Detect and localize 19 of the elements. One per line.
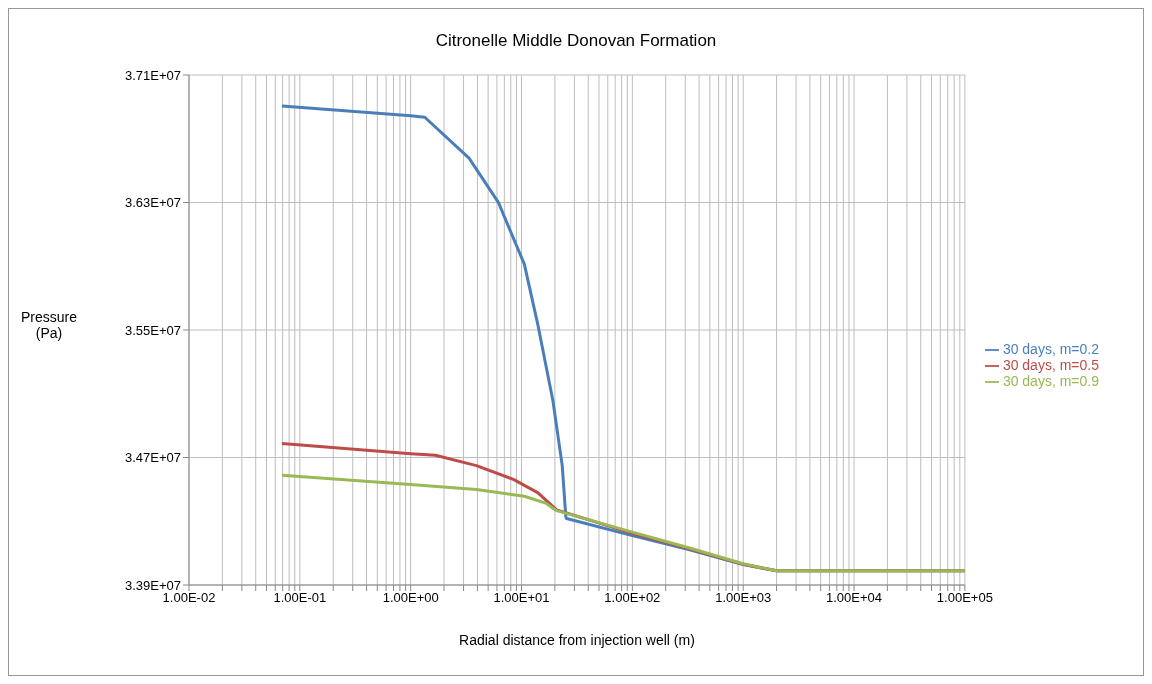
legend-label: 30 days, m=0.9	[1002, 373, 1099, 390]
x-tick-label: 1.00E-01	[273, 590, 327, 606]
x-tick-label: 1.00E-02	[162, 590, 216, 606]
chart-title: Citronelle Middle Donovan Formation	[434, 31, 718, 52]
x-tick-label: 1.00E+03	[715, 590, 772, 606]
legend-label: 30 days, m=0.2	[1002, 340, 1099, 357]
x-tick-label: 1.00E+04	[826, 590, 883, 606]
y-tick-label: 3.47E+07	[124, 450, 181, 466]
y-tick-label: 3.39E+07	[124, 577, 181, 593]
y-tick-label: 3.63E+07	[124, 195, 181, 211]
x-tick-label: 1.00E+05	[936, 590, 993, 606]
y-tick-label: 3.71E+07	[124, 67, 181, 83]
legend-label: 30 days, m=0.5	[1002, 356, 1099, 373]
y-axis-title: Pressure (Pa)	[20, 309, 78, 341]
y-tick-label: 3.55E+07	[124, 322, 181, 338]
x-axis-title: Radial distance from injection well (m)	[459, 632, 695, 648]
x-tick-label: 1.00E+00	[382, 590, 439, 606]
x-tick-label: 1.00E+02	[604, 590, 661, 606]
x-tick-label: 1.00E+01	[493, 590, 550, 606]
